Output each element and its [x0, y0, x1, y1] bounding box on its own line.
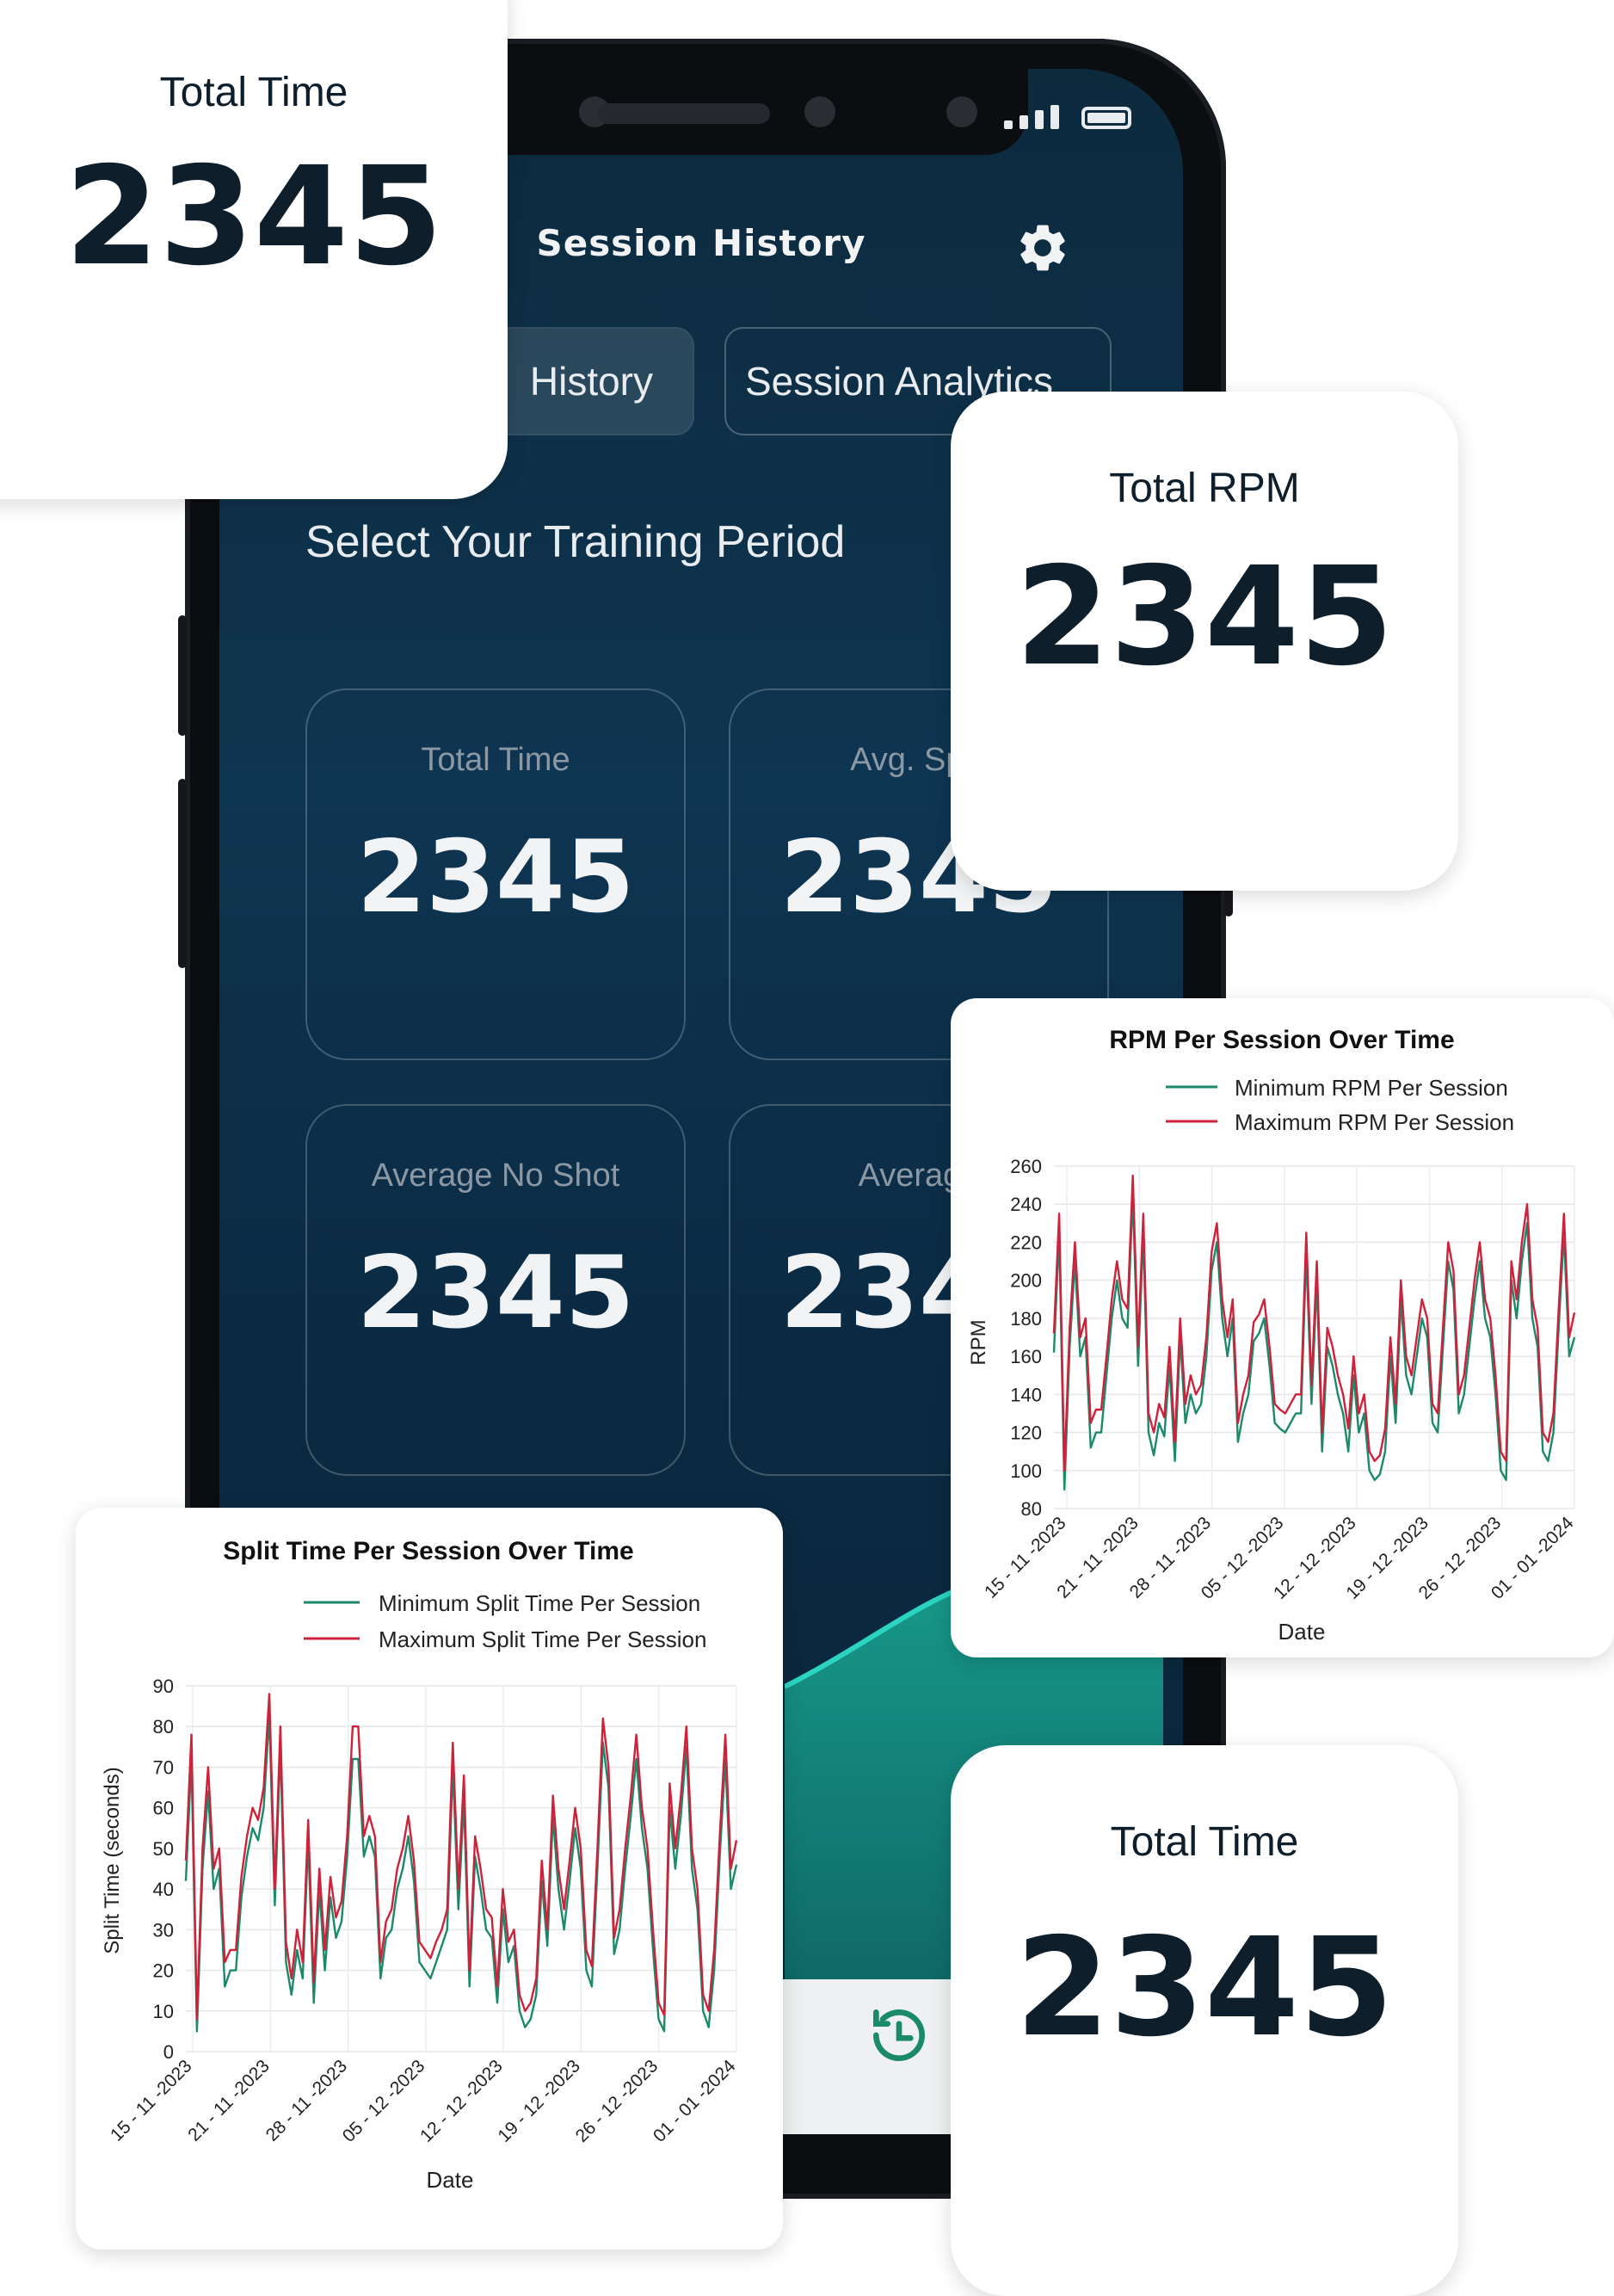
y-tick-label: 10	[153, 2001, 174, 2022]
stat-label: Total Time	[421, 742, 570, 778]
x-axis-label: Date	[1278, 1619, 1326, 1645]
split-chart: Split Time Per Session Over Time Minimum…	[101, 1537, 740, 2193]
stat-value: 2345	[356, 819, 635, 935]
y-tick-label: 100	[1010, 1460, 1042, 1482]
y-tick-label: 50	[153, 1838, 174, 1860]
chart-title: Split Time Per Session Over Time	[223, 1537, 633, 1565]
floating-card-value: 2345	[1015, 538, 1394, 696]
floating-card-total-time-bottom: Total Time 2345	[951, 1745, 1458, 2296]
y-tick-label: 30	[153, 1919, 174, 1941]
legend-min-label: Minimum RPM Per Session	[1235, 1075, 1508, 1101]
signal-bar-icon	[1035, 110, 1044, 129]
series-line-max	[1052, 1174, 1576, 1472]
y-tick-label: 40	[153, 1879, 174, 1900]
x-tick-label: 28 - 11 -2023	[262, 2056, 352, 2145]
x-tick-label: 19 - 12 -2023	[494, 2056, 584, 2146]
y-tick-label: 220	[1010, 1231, 1042, 1253]
x-tick-label: 12 - 12 -2023	[416, 2056, 507, 2146]
sensor-dot	[946, 96, 977, 127]
signal-bar-icon	[1050, 105, 1059, 129]
floating-card-value: 2345	[65, 138, 443, 296]
battery-icon	[1081, 107, 1131, 129]
split-chart-card: Split Time Per Session Over Time Minimum…	[76, 1508, 783, 2250]
floating-card-label: Total RPM	[1109, 466, 1300, 511]
y-tick-label: 160	[1010, 1346, 1042, 1367]
y-axis-label: Split Time (seconds)	[101, 1767, 124, 1953]
y-tick-label: 180	[1010, 1308, 1042, 1330]
gear-icon[interactable]	[1014, 219, 1071, 276]
y-tick-label: 70	[153, 1756, 174, 1778]
status-bar	[1004, 105, 1131, 129]
phone-notch	[434, 69, 1028, 155]
legend-max-label: Maximum Split Time Per Session	[379, 1626, 706, 1652]
floating-card-total-rpm: Total RPM 2345	[951, 392, 1458, 891]
stat-card-total-time[interactable]: Total Time 2345	[305, 688, 686, 1060]
floating-card-total-time-top: Total Time 2345	[0, 0, 508, 499]
x-tick-label: 05 - 12 -2023	[339, 2056, 429, 2146]
tab-history-label: History	[529, 359, 653, 404]
stat-value: 2345	[356, 1235, 635, 1351]
series-line-max	[184, 1693, 738, 2021]
training-period-label: Select Your Training Period	[305, 517, 846, 567]
x-axis-label: Date	[427, 2167, 474, 2193]
x-tick-label: 21 - 11 -2023	[184, 2056, 274, 2145]
y-tick-label: 90	[153, 1676, 174, 1697]
x-tick-label: 26 - 12 -2023	[572, 2056, 662, 2146]
y-tick-label: 200	[1010, 1270, 1042, 1292]
legend-max-label: Maximum RPM Per Session	[1235, 1109, 1514, 1135]
chart-title: RPM Per Session Over Time	[1109, 1026, 1454, 1054]
y-tick-label: 240	[1010, 1194, 1042, 1215]
y-tick-label: 20	[153, 1960, 174, 1982]
history-clock-icon[interactable]	[865, 2001, 933, 2070]
signal-bar-icon	[1004, 120, 1013, 129]
y-tick-label: 0	[163, 2041, 174, 2063]
y-tick-label: 80	[1021, 1498, 1042, 1520]
stat-label: Average No Shot	[371, 1157, 620, 1194]
earpiece-speaker	[598, 103, 770, 124]
y-tick-label: 120	[1010, 1423, 1042, 1444]
series-line-min	[184, 1713, 738, 2033]
y-tick-label: 140	[1010, 1384, 1042, 1405]
x-tick-label: 15 - 11 -2023	[107, 2056, 196, 2145]
screen-title: Session History	[536, 222, 866, 264]
x-tick-label: 01 - 01 -2024	[650, 2056, 740, 2146]
floating-card-label: Total Time	[159, 70, 348, 115]
y-tick-label: 60	[153, 1798, 174, 1819]
stat-card-average-no-shot[interactable]: Average No Shot 2345	[305, 1104, 686, 1476]
y-tick-label: 80	[153, 1716, 174, 1737]
y-tick-label: 260	[1010, 1156, 1042, 1177]
rpm-chart: RPM Per Session Over Time Minimum RPM Pe…	[967, 1026, 1578, 1645]
rpm-chart-card: RPM Per Session Over Time Minimum RPM Pe…	[951, 998, 1614, 1657]
signal-bar-icon	[1020, 115, 1028, 129]
phone-side-button	[178, 779, 187, 968]
phone-side-button	[178, 615, 187, 736]
front-camera	[804, 96, 835, 127]
floating-card-value: 2345	[1015, 1909, 1394, 2067]
y-axis-label: RPM	[967, 1319, 990, 1365]
floating-card-label: Total Time	[1110, 1819, 1299, 1865]
legend-min-label: Minimum Split Time Per Session	[379, 1590, 700, 1616]
